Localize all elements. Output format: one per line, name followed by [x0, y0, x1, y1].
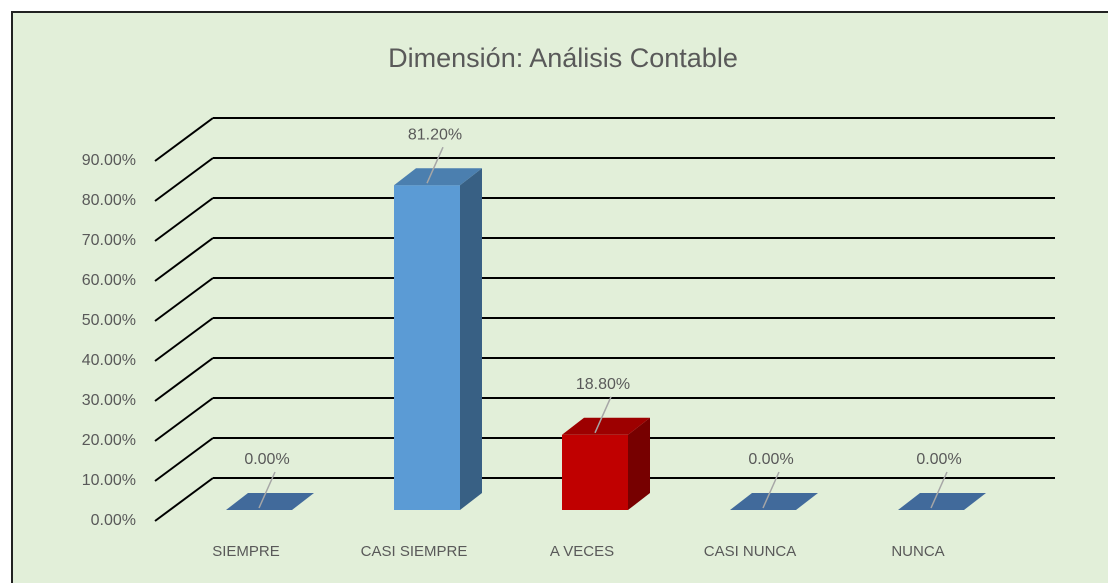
data-label: 18.80%: [576, 376, 630, 393]
chart-frame: [11, 11, 1108, 583]
y-tick-label: 80.00%: [82, 192, 136, 209]
y-tick-label: 60.00%: [82, 272, 136, 289]
chart-title: Dimensión: Análisis Contable: [388, 43, 738, 73]
x-tick-label: SIEMPRE: [212, 543, 280, 560]
y-tick-label: 0.00%: [91, 512, 136, 529]
y-tick-label: 70.00%: [82, 232, 136, 249]
y-tick-label: 20.00%: [82, 432, 136, 449]
bar-top: [562, 417, 650, 435]
bar-top: [226, 493, 314, 510]
leader-line: [930, 471, 948, 509]
x-tick-label: CASI NUNCA: [704, 543, 797, 560]
data-label: 0.00%: [916, 451, 961, 468]
bar: [562, 434, 628, 510]
y-tick-label: 50.00%: [82, 312, 136, 329]
grid-line: [154, 277, 214, 322]
leader-line: [594, 396, 612, 434]
grid-line: [154, 197, 214, 242]
leader-line: [762, 471, 780, 509]
leader-line: [258, 471, 276, 509]
data-label: 0.00%: [244, 451, 289, 468]
y-tick-label: 40.00%: [82, 352, 136, 369]
data-label: 81.20%: [408, 126, 462, 143]
bar-top: [394, 168, 482, 186]
grid-line: [154, 437, 214, 482]
grid-line: [154, 357, 214, 402]
grid-line: [154, 397, 214, 442]
y-tick-label: 30.00%: [82, 392, 136, 409]
x-tick-label: CASI SIEMPRE: [361, 543, 468, 560]
y-tick-label: 10.00%: [82, 472, 136, 489]
bar-top: [730, 493, 818, 510]
leader-line: [426, 146, 444, 184]
y-tick-label: 90.00%: [82, 152, 136, 169]
bar-side: [460, 168, 482, 510]
data-label: 0.00%: [748, 451, 793, 468]
grid-line: [154, 117, 214, 162]
bar-top: [898, 493, 986, 510]
bar: [394, 185, 460, 510]
grid-line: [154, 237, 214, 282]
grid-line: [154, 317, 214, 362]
bar-side: [628, 417, 650, 510]
x-tick-label: NUNCA: [891, 543, 944, 560]
grid-line: [154, 157, 214, 202]
grid-line: [154, 477, 214, 522]
x-tick-label: A VECES: [550, 543, 614, 560]
